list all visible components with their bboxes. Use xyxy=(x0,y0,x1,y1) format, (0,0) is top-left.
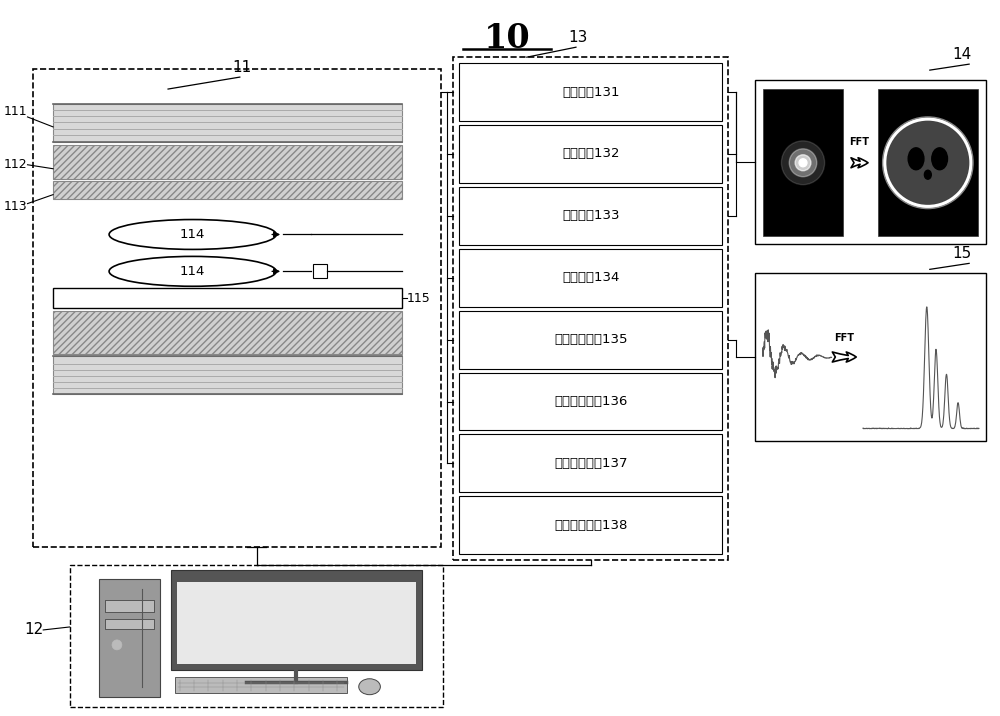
Text: 10: 10 xyxy=(484,22,531,55)
Ellipse shape xyxy=(109,256,276,286)
Bar xyxy=(99,579,160,697)
Text: 115: 115 xyxy=(407,291,431,305)
Ellipse shape xyxy=(109,220,276,249)
Bar xyxy=(53,104,402,142)
Text: 14: 14 xyxy=(952,47,971,62)
Text: 114: 114 xyxy=(180,228,205,241)
Bar xyxy=(763,89,843,236)
Bar xyxy=(53,289,402,308)
Text: FFT: FFT xyxy=(834,333,854,343)
Bar xyxy=(459,125,722,183)
Bar xyxy=(459,496,722,554)
Text: 接收单元133: 接收单元133 xyxy=(562,209,619,223)
Circle shape xyxy=(795,155,811,170)
Text: 11: 11 xyxy=(232,60,251,75)
Bar xyxy=(171,570,422,669)
Circle shape xyxy=(789,149,817,177)
Text: 射频功放132: 射频功放132 xyxy=(562,147,619,160)
Text: 13: 13 xyxy=(568,30,588,45)
Bar xyxy=(53,356,402,394)
Bar xyxy=(53,145,402,179)
Text: 15: 15 xyxy=(952,246,971,261)
Bar xyxy=(878,89,978,236)
Bar xyxy=(459,311,722,369)
Text: 序列控制单元138: 序列控制单元138 xyxy=(554,519,627,532)
Bar xyxy=(459,372,722,430)
Bar xyxy=(459,63,722,121)
Bar xyxy=(459,435,722,493)
Ellipse shape xyxy=(908,147,924,170)
Bar xyxy=(459,187,722,245)
Bar xyxy=(177,582,416,664)
Bar xyxy=(53,311,402,354)
Bar xyxy=(459,248,722,306)
Text: 梯度功放131: 梯度功放131 xyxy=(562,86,619,99)
Text: 113: 113 xyxy=(4,200,28,213)
Text: 梯度控制单元136: 梯度控制单元136 xyxy=(554,395,627,408)
Bar xyxy=(53,180,402,198)
Text: 病床控制单元137: 病床控制单元137 xyxy=(554,457,627,470)
Text: 射频控制单元135: 射频控制单元135 xyxy=(554,333,627,346)
Circle shape xyxy=(112,640,122,650)
Bar xyxy=(313,264,327,279)
Text: 12: 12 xyxy=(24,622,43,637)
Bar xyxy=(70,565,443,707)
Bar xyxy=(105,619,154,629)
Text: FFT: FFT xyxy=(850,137,870,147)
Bar xyxy=(453,57,728,560)
Circle shape xyxy=(887,121,969,205)
Ellipse shape xyxy=(359,679,380,695)
Bar xyxy=(755,274,986,440)
Text: 111: 111 xyxy=(4,105,28,118)
Ellipse shape xyxy=(932,147,948,170)
Ellipse shape xyxy=(924,170,931,179)
Circle shape xyxy=(799,159,807,167)
Bar xyxy=(105,600,154,612)
Bar xyxy=(33,69,441,547)
Text: 114: 114 xyxy=(180,265,205,278)
Bar xyxy=(175,677,347,692)
Text: 门控单元134: 门控单元134 xyxy=(562,271,619,284)
Bar xyxy=(755,80,986,244)
Text: 112: 112 xyxy=(4,158,28,171)
Circle shape xyxy=(781,141,825,185)
